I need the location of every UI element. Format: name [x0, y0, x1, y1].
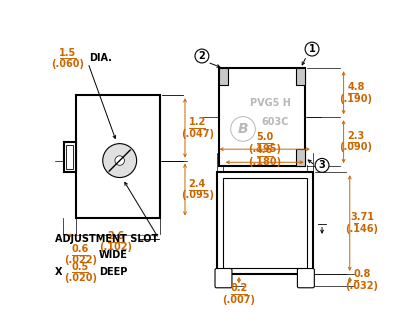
- Text: (.146): (.146): [346, 224, 378, 234]
- Text: DIA.: DIA.: [90, 53, 112, 63]
- Text: WIDE: WIDE: [99, 250, 128, 260]
- FancyBboxPatch shape: [215, 269, 232, 288]
- Text: B: B: [238, 122, 248, 136]
- Text: 5.0: 5.0: [256, 132, 273, 142]
- Text: 603C: 603C: [261, 117, 289, 127]
- Text: 2: 2: [198, 51, 205, 61]
- Text: ADJUSTMENT SLOT: ADJUSTMENT SLOT: [55, 233, 158, 243]
- Bar: [216, 172, 313, 274]
- Bar: [296, 149, 305, 166]
- Bar: [223, 178, 307, 268]
- Text: (.007): (.007): [222, 295, 255, 305]
- Text: 2.3: 2.3: [347, 131, 364, 141]
- Text: PVG5 H: PVG5 H: [250, 98, 291, 108]
- Text: 3.71: 3.71: [350, 212, 374, 222]
- Text: 0.5: 0.5: [72, 262, 89, 272]
- Text: (.180): (.180): [248, 157, 281, 167]
- Text: (.047): (.047): [181, 129, 214, 139]
- Text: 1.5: 1.5: [59, 47, 76, 57]
- Text: 1.2: 1.2: [189, 117, 206, 127]
- Text: 4.6: 4.6: [256, 145, 273, 155]
- Bar: [76, 95, 160, 218]
- Circle shape: [115, 156, 124, 165]
- Bar: [66, 144, 73, 169]
- Text: (.032): (.032): [346, 281, 378, 291]
- Text: (.195): (.195): [248, 144, 281, 154]
- Bar: [64, 142, 76, 172]
- Circle shape: [315, 158, 329, 172]
- Text: DEEP: DEEP: [99, 267, 127, 277]
- Circle shape: [231, 117, 255, 141]
- Circle shape: [195, 49, 209, 63]
- Text: (.095): (.095): [181, 190, 214, 200]
- Text: (.190): (.190): [340, 94, 372, 104]
- Text: 3: 3: [319, 160, 326, 170]
- Circle shape: [305, 42, 319, 56]
- Text: 0.6: 0.6: [72, 244, 89, 254]
- Text: 2.4: 2.4: [189, 179, 206, 189]
- Text: (.090): (.090): [340, 142, 372, 152]
- Text: 0.2: 0.2: [230, 283, 248, 293]
- Text: 4.8: 4.8: [347, 82, 365, 92]
- Text: (.020): (.020): [64, 273, 97, 283]
- Text: (.060): (.060): [52, 59, 84, 69]
- Text: 2.6: 2.6: [108, 231, 125, 241]
- Text: (.022): (.022): [64, 255, 97, 266]
- Circle shape: [103, 144, 137, 178]
- Bar: [219, 68, 305, 166]
- Bar: [296, 68, 305, 85]
- Text: 1: 1: [309, 44, 316, 54]
- FancyBboxPatch shape: [297, 269, 314, 288]
- Bar: [219, 68, 228, 85]
- Text: (.102): (.102): [100, 242, 132, 252]
- Text: X: X: [55, 267, 62, 277]
- Text: 0.8: 0.8: [353, 269, 371, 279]
